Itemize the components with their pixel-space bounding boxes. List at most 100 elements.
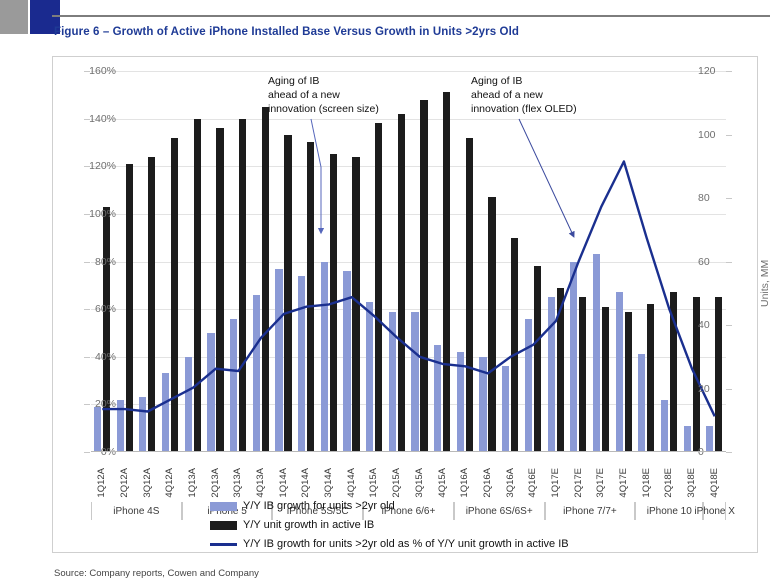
group-label-iphone-10: iPhone 10: [635, 500, 704, 522]
figure-title: Figure 6 – Growth of Active iPhone Insta…: [54, 26, 520, 38]
y-axis-left-tick-label: 20%: [94, 398, 116, 411]
bars-layer: [91, 71, 726, 452]
group-label-iphone-6s-6s: iPhone 6S/6S+: [453, 500, 545, 522]
bar-group: [250, 71, 273, 452]
annotation-screen-size: Aging of IB ahead of a new innovation (s…: [268, 75, 379, 115]
bar-group: [409, 71, 432, 452]
y-tick-right: [726, 325, 732, 326]
legend-swatch-black-square: [210, 520, 237, 530]
x-axis-tick-label: 3Q17E: [595, 468, 607, 498]
x-axis-tick-label: 1Q15A: [368, 468, 380, 498]
bar-group: [204, 71, 227, 452]
gridlines: [84, 71, 732, 453]
bar-group: [136, 71, 159, 452]
bar-ib-growth-2yr: [570, 261, 578, 452]
bar-unit-growth-active-ib: [556, 287, 564, 452]
bar-ib-growth-2yr: [411, 311, 419, 452]
bar-group: [567, 71, 590, 452]
bar-ib-growth-2yr: [479, 356, 487, 452]
x-axis-tick-label: 2Q13A: [209, 468, 221, 498]
bar-ib-growth-2yr: [456, 352, 464, 452]
gridline: [91, 309, 726, 311]
x-axis-tick-label: 1Q16A: [459, 468, 471, 498]
corner-gray-block: [0, 0, 28, 34]
y-tick-right: [726, 388, 732, 390]
bar-ib-growth-2yr: [660, 399, 669, 452]
x-axis-tick-label: 4Q18E: [708, 468, 720, 498]
bar-ib-growth-2yr: [252, 294, 260, 452]
bar-unit-growth-active-ib: [148, 156, 156, 452]
group-separator: [453, 502, 455, 520]
x-axis-tick-label: 4Q13A: [255, 468, 267, 498]
bar-unit-growth-active-ib: [692, 297, 700, 452]
group-separator: [543, 502, 545, 520]
legend-swatch-navy-line: [210, 542, 237, 546]
x-axis-tick-label: 1Q12A: [96, 468, 108, 498]
group-label-text: iPhone 5: [207, 505, 247, 517]
y-axis-right-tick-label: 100: [698, 128, 716, 141]
group-separator: [181, 502, 183, 520]
legend-item: Y/Y unit growth in active IB: [210, 519, 374, 531]
y-tick-right: [726, 261, 732, 263]
bar-group: [658, 71, 681, 452]
bar-unit-growth-active-ib: [216, 128, 224, 452]
bar-group: [386, 71, 409, 452]
y-axis-left-tick-label: 40%: [94, 350, 116, 363]
legend: Y/Y IB growth for units >2yr old Y/Y unit…: [52, 500, 758, 554]
group-label-iphone-x: iPhone X: [694, 500, 735, 522]
group-separator: [180, 502, 182, 520]
group-label-text: iPhone 10: [646, 505, 692, 517]
y-axis-right-tick-label: 40: [698, 319, 710, 331]
gridline: [91, 404, 726, 406]
group-separator: [452, 502, 454, 520]
group-label-text: iPhone 4S: [113, 505, 160, 517]
y-tick-left: [84, 261, 90, 263]
bar-group: [613, 71, 636, 452]
y-axis-left-tick-label: 80%: [94, 255, 116, 268]
y-axis-right-tick-label: 80: [698, 192, 710, 204]
x-axis-tick-label: 4Q15A: [436, 468, 448, 498]
x-axis-line: [91, 451, 726, 452]
bar-group: [227, 71, 250, 452]
line-ib-growth-pct-of-unit-growth: [102, 160, 716, 417]
y-axis-right-tick-label: 60: [698, 255, 710, 268]
bar-ib-growth-2yr: [683, 425, 691, 452]
x-axis-tick-label: 1Q13A: [187, 468, 199, 498]
bar-ib-growth-2yr: [343, 271, 351, 452]
y-tick-right: [726, 134, 732, 136]
x-axis-tick-label: 1Q17E: [549, 468, 561, 498]
bar-group: [182, 71, 205, 452]
corner-blue-block: [30, 0, 60, 34]
x-axis-tick-label: 2Q15A: [391, 468, 403, 498]
bar-ib-growth-2yr: [547, 297, 555, 452]
bar-group: [340, 71, 363, 452]
annotation-flex-oled: Aging of IB ahead of a new innovation (f…: [471, 75, 577, 115]
gridline: [91, 213, 726, 215]
group-label-iphone-7-7: iPhone 7/7+: [544, 500, 636, 522]
legend-swatch-blue-square: [210, 501, 237, 511]
bar-ib-growth-2yr: [139, 397, 147, 452]
bar-ib-growth-2yr: [706, 425, 714, 452]
x-axis-tick-label: 2Q14A: [300, 468, 312, 498]
bar-unit-growth-active-ib: [443, 92, 451, 452]
x-axis-tick-labels: 1Q12A 2Q12A 3Q12A 4Q12A 1Q13A 2Q13A 3Q13A 4Q13A…: [91, 452, 726, 498]
bar-group: [272, 71, 295, 452]
gridline: [91, 261, 726, 263]
bar-group: [454, 71, 477, 452]
bar-ib-growth-2yr: [615, 292, 623, 452]
bar-ib-growth-2yr: [592, 254, 601, 452]
bar-group: [499, 71, 522, 452]
y-tick-left: [84, 452, 90, 453]
plot-area: [84, 71, 732, 453]
bar-ib-growth-2yr: [207, 332, 215, 452]
bar-group: [545, 71, 568, 452]
group-separator: [362, 502, 364, 520]
bar-unit-growth-active-ib: [624, 311, 632, 452]
bar-unit-growth-active-ib: [715, 297, 723, 452]
bar-ib-growth-2yr: [502, 366, 510, 452]
legend-label: Y/Y IB growth for units >2yr old as % of…: [243, 538, 569, 550]
bar-ib-growth-2yr: [366, 301, 374, 452]
y-axis-left-tick-label: 140%: [89, 112, 116, 125]
bar-unit-growth-active-ib: [193, 118, 201, 452]
